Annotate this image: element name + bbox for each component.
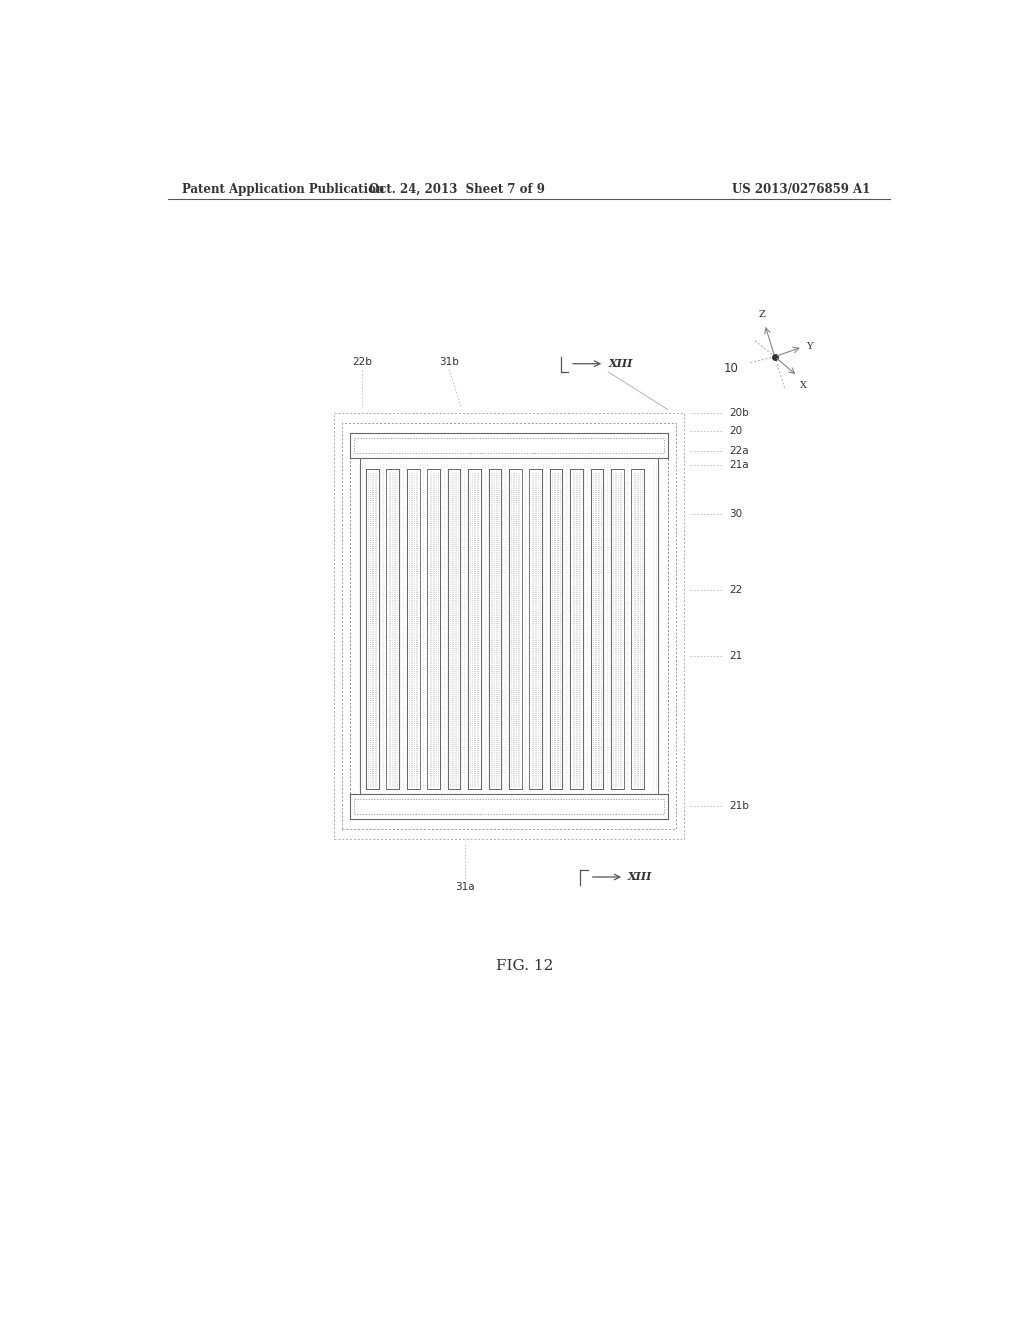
Text: 31a: 31a xyxy=(456,882,475,892)
Text: Oct. 24, 2013  Sheet 7 of 9: Oct. 24, 2013 Sheet 7 of 9 xyxy=(370,183,546,195)
Bar xyxy=(350,793,668,818)
Text: 21a: 21a xyxy=(729,461,750,470)
Text: 21: 21 xyxy=(729,652,742,661)
Bar xyxy=(350,433,668,458)
Bar xyxy=(354,799,664,814)
Text: 22a: 22a xyxy=(729,446,750,457)
Text: XIII: XIII xyxy=(628,871,652,883)
Text: 10: 10 xyxy=(724,362,738,375)
Text: Patent Application Publication: Patent Application Publication xyxy=(182,183,384,195)
Text: Z: Z xyxy=(759,310,766,319)
Text: US 2013/0276859 A1: US 2013/0276859 A1 xyxy=(732,183,870,195)
Bar xyxy=(334,413,684,840)
Text: XIII: XIII xyxy=(608,358,633,370)
Text: Y: Y xyxy=(807,342,813,351)
Text: FIG. 12: FIG. 12 xyxy=(496,960,554,973)
Text: 20: 20 xyxy=(729,426,742,436)
Text: 30: 30 xyxy=(729,510,742,519)
Text: X: X xyxy=(800,381,807,389)
Text: 22b: 22b xyxy=(352,356,372,367)
Text: 22: 22 xyxy=(729,585,742,595)
Text: 21b: 21b xyxy=(729,801,750,812)
Text: 20b: 20b xyxy=(729,408,750,417)
Bar xyxy=(342,422,676,829)
Bar xyxy=(354,438,664,453)
Bar xyxy=(350,433,668,818)
Bar xyxy=(359,458,658,793)
Text: 31b: 31b xyxy=(439,356,460,367)
